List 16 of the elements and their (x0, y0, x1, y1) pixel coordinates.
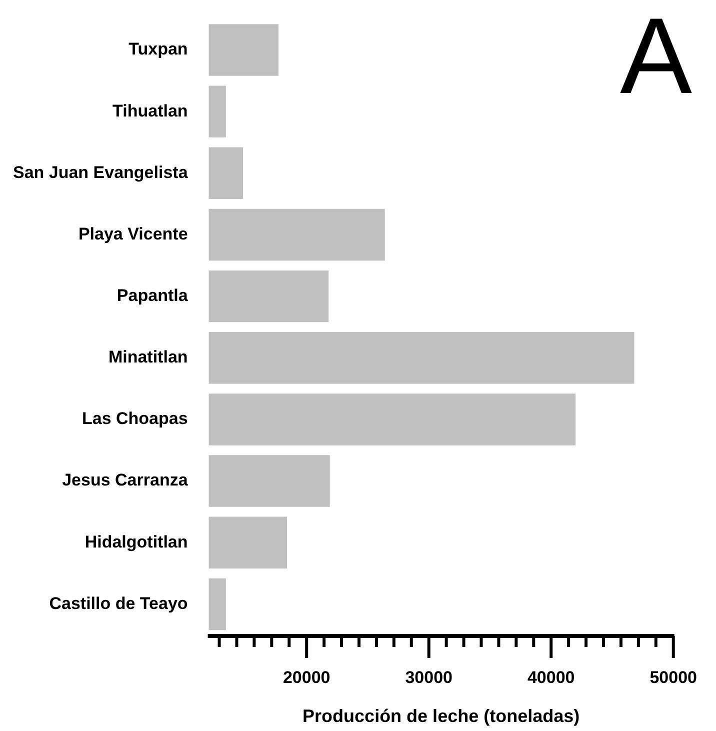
y-tick-label: Hidalgotitlan (84, 532, 188, 552)
y-tick-label: Minatitlan (108, 348, 188, 367)
y-tick-label: San Juan Evangelista (12, 162, 188, 182)
y-tick-label: Tihuatlan (112, 101, 188, 120)
x-tick-label: 30000 (405, 668, 452, 687)
y-tick-label: Playa Vicente (78, 224, 188, 244)
x-tick-label: 20000 (282, 668, 330, 687)
y-tick-label: Jesus Carranza (62, 470, 188, 490)
x-axis-title: Producción de leche (toneladas) (302, 706, 580, 726)
y-tick-label: Papantla (116, 286, 188, 305)
y-tick-label: Tuxpan (128, 40, 188, 59)
y-tick-label: Castillo de Teayo (49, 594, 188, 613)
x-tick-label: 50000 (650, 668, 698, 687)
x-tick-label: 40000 (527, 668, 575, 687)
y-tick-label: Las Choapas (82, 409, 188, 428)
annotation: A (620, 0, 692, 116)
